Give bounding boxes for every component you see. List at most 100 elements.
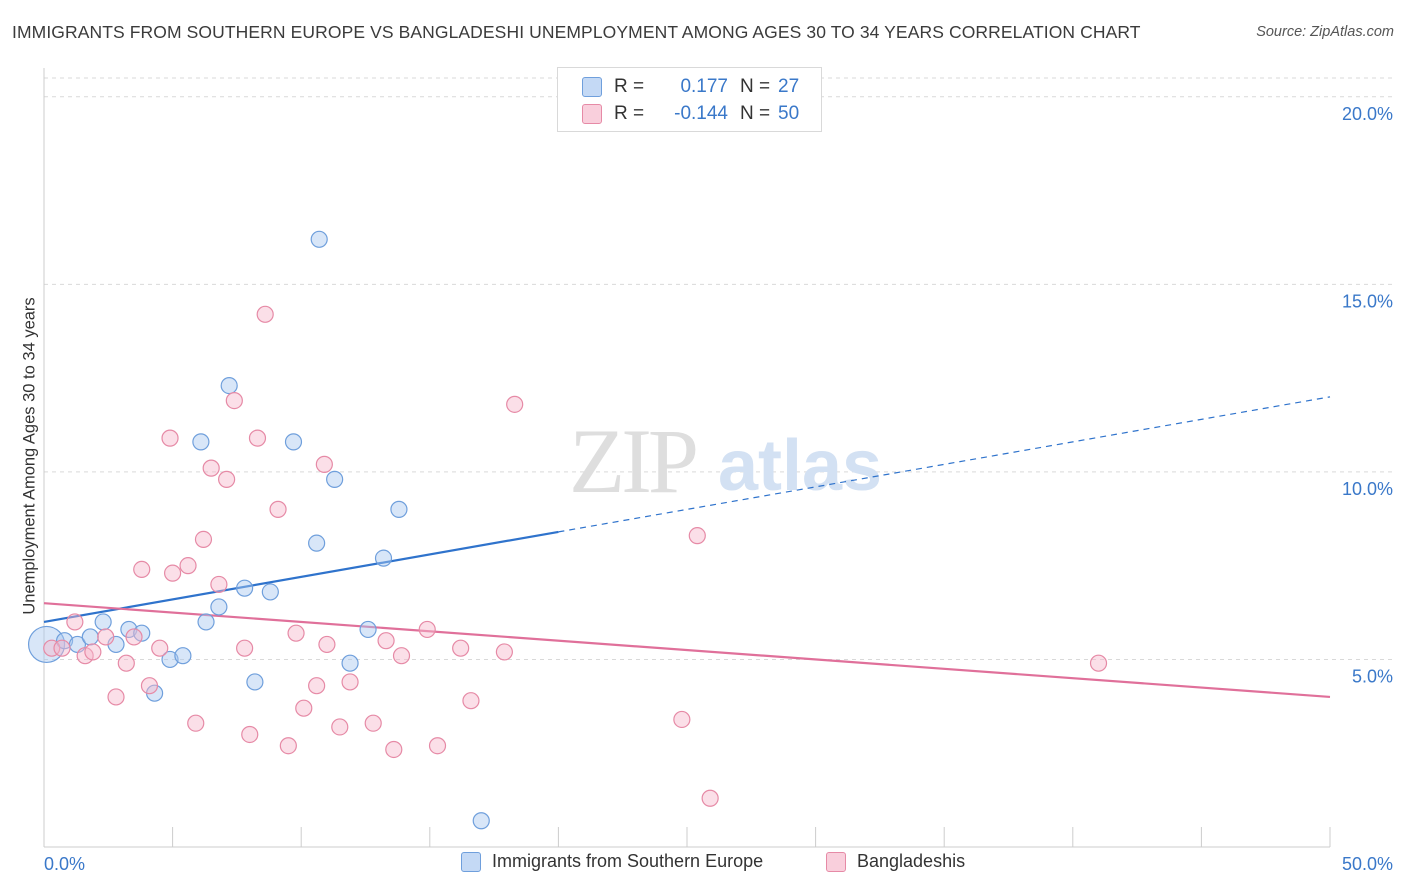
trend-lines: [43, 396, 1331, 699]
bottom-legend-label: Bangladeshis: [857, 851, 966, 871]
pink-point: [295, 699, 313, 717]
legend-r-label: R =: [614, 76, 645, 97]
tick-labels: 5.0% 10.0% 15.0% 20.0% 0.0% 50.0%: [44, 104, 1393, 874]
correlation-legend: R = 0.177 N = 27 R = -0.144 N = 50: [557, 67, 822, 132]
pink-point: [269, 500, 287, 518]
bottom-legend-swatch-pink: [826, 851, 846, 872]
pink-point: [1089, 654, 1108, 672]
pink-point: [462, 692, 480, 710]
pink-point: [248, 429, 267, 447]
pink-point: [218, 470, 236, 488]
blue-point: [310, 230, 328, 248]
legend-r-value: -0.144: [674, 103, 728, 124]
pink-point: [97, 628, 115, 646]
blue-point: [210, 598, 228, 616]
legend-n-value: 27: [778, 76, 800, 97]
legend-row-southern-europe: R = 0.177 N = 27: [582, 74, 799, 100]
watermark: ZIP atlas: [569, 410, 882, 512]
blue-point: [472, 812, 490, 830]
blue-point: [161, 650, 179, 669]
pink-point: [308, 677, 326, 695]
pink-point: [287, 624, 305, 642]
trend-line-southern-europe: [43, 530, 559, 624]
blue-point: [197, 613, 215, 631]
blue-point: [236, 579, 254, 597]
pink-point: [125, 628, 143, 646]
chart-title: IMMIGRANTS FROM SOUTHERN EUROPE VS BANGL…: [12, 22, 1141, 42]
blue-point: [308, 534, 326, 552]
blue-point: [341, 654, 359, 672]
bottom-legend-southern-europe: Immigrants from Southern Europe: [461, 851, 763, 872]
blue-point: [284, 433, 303, 451]
pink-point: [236, 639, 254, 657]
blue-point: [220, 377, 238, 395]
legend-swatch-pink: [582, 104, 602, 124]
pink-point: [385, 740, 403, 759]
pink-point: [418, 620, 436, 639]
y-tick-label: 10.0%: [1342, 479, 1393, 499]
pink-point: [341, 673, 359, 691]
blue-point: [390, 500, 408, 518]
pink-point: [392, 647, 411, 665]
blue-point: [192, 433, 210, 451]
blue-point: [81, 628, 99, 646]
blue-point: [261, 583, 279, 601]
legend-swatch-blue: [582, 77, 602, 97]
pink-point: [495, 643, 513, 661]
legend-n-value: 50: [778, 103, 800, 124]
legend-n-label: N =: [740, 76, 771, 97]
pink-point: [179, 557, 197, 575]
pink-point: [225, 392, 243, 410]
pink-point: [107, 688, 125, 706]
pink-point: [377, 632, 395, 650]
pink-point: [187, 714, 205, 732]
chart-source: Source: ZipAtlas.com: [1256, 24, 1394, 40]
x-tick-label: 0.0%: [44, 854, 85, 874]
data-points: [27, 230, 1108, 830]
bottom-legend-swatch-blue: [461, 851, 481, 872]
y-tick-label: 20.0%: [1342, 104, 1393, 124]
pink-point: [331, 718, 349, 736]
pink-point: [279, 737, 297, 755]
blue-point: [359, 620, 377, 639]
pink-point: [688, 527, 706, 545]
pink-point: [117, 654, 135, 672]
blue-point: [246, 673, 264, 691]
pink-point: [66, 613, 84, 631]
pink-point: [202, 459, 220, 477]
y-tick-label: 15.0%: [1342, 291, 1393, 311]
pink-point: [256, 305, 274, 323]
pink-point: [673, 710, 691, 729]
bottom-legend-label: Immigrants from Southern Europe: [492, 851, 764, 871]
axes: [43, 68, 1331, 848]
blue-point: [326, 470, 344, 488]
pink-point: [140, 677, 159, 695]
y-tick-label: 5.0%: [1352, 666, 1393, 686]
pink-point: [364, 714, 382, 732]
watermark-zip: ZIP: [569, 410, 696, 512]
grid-lines: [44, 77, 1392, 660]
trend-line-southern-europe-extension: [558, 396, 1331, 533]
pink-point: [194, 530, 213, 549]
pink-point: [151, 639, 169, 657]
pink-point: [53, 639, 71, 657]
pink-point: [428, 737, 447, 755]
pink-point: [210, 575, 228, 594]
pink-point: [315, 455, 333, 473]
watermark-atlas: atlas: [718, 426, 882, 506]
blue-point: [174, 647, 192, 665]
blue-point: [94, 613, 112, 631]
x-tick-label: 50.0%: [1342, 854, 1393, 874]
pink-point: [84, 643, 102, 661]
pink-point: [318, 635, 336, 654]
pink-point: [133, 560, 151, 579]
pink-point: [164, 564, 182, 582]
pink-point: [241, 725, 259, 744]
pink-point: [161, 429, 179, 447]
y-axis-label: Unemployment Among Ages 30 to 34 years: [20, 297, 39, 615]
pink-point: [452, 639, 470, 657]
legend-n-label: N =: [740, 103, 771, 124]
bottom-legend-bangladeshis: Bangladeshis: [826, 851, 965, 872]
legend-r-value: 0.177: [680, 76, 728, 97]
